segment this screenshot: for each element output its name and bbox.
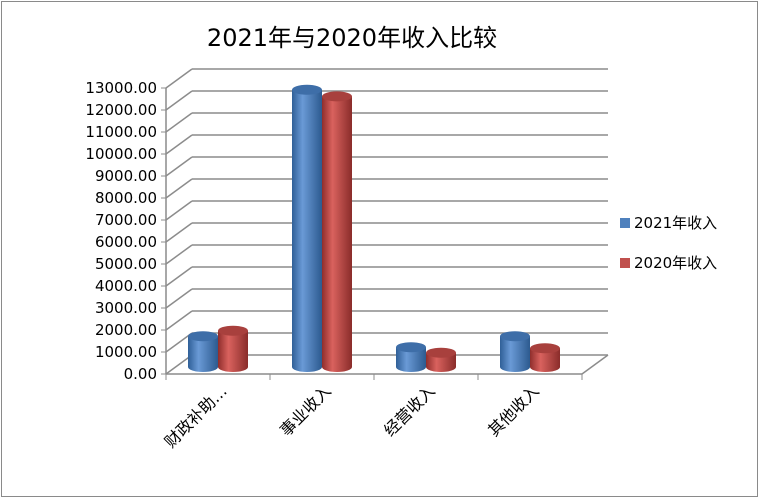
legend-swatch — [620, 218, 630, 228]
bar-top — [188, 331, 218, 342]
y-tick-label: 3000.00 — [95, 299, 157, 317]
bar — [500, 331, 530, 372]
bar — [322, 91, 352, 373]
y-tick-label: 4000.00 — [95, 277, 157, 295]
side-gridline — [165, 68, 193, 89]
legend-label: 2020年收入 — [634, 254, 717, 272]
bar-body — [292, 89, 322, 373]
y-tick-label: 7000.00 — [95, 211, 157, 229]
x-category-label: 财政补助… — [161, 381, 231, 451]
bar — [530, 343, 560, 372]
side-gridline — [165, 112, 193, 133]
bar-top — [396, 342, 426, 353]
bar-body — [188, 336, 218, 372]
y-tick-label: 10000.00 — [85, 145, 157, 163]
side-gridline — [165, 310, 193, 331]
bar-top — [218, 325, 248, 336]
chart-title: 2021年与2020年收入比较 — [207, 24, 497, 52]
bar-top — [292, 84, 322, 95]
side-gridline — [165, 156, 193, 177]
side-gridline — [165, 222, 193, 243]
bar-top — [500, 331, 530, 342]
y-tick-label: 1000.00 — [95, 343, 157, 361]
bar — [292, 84, 322, 373]
y-tick-label: 13000.00 — [85, 79, 157, 97]
y-tick-label: 12000.00 — [85, 101, 157, 119]
bar-top — [426, 347, 456, 358]
bar-body — [500, 336, 530, 372]
side-gridline — [165, 178, 193, 199]
bar — [426, 347, 456, 372]
bar-top — [530, 343, 560, 354]
x-category-label: 经营收入 — [380, 381, 439, 440]
y-tick-label: 11000.00 — [85, 123, 157, 141]
side-gridline — [165, 288, 193, 309]
y-tick-label: 6000.00 — [95, 233, 157, 251]
y-tick-label: 0.00 — [124, 365, 157, 383]
x-category-label: 事业收入 — [276, 381, 335, 440]
floor-edge — [581, 354, 609, 375]
y-tick-label: 8000.00 — [95, 189, 157, 207]
y-tick-label: 5000.00 — [95, 255, 157, 273]
bar-body — [322, 96, 352, 373]
bar — [396, 342, 426, 372]
x-category-label: 其他收入 — [484, 381, 543, 440]
bar-body — [530, 348, 560, 372]
legend-swatch — [620, 258, 630, 268]
bar-body — [396, 347, 426, 372]
side-gridline — [165, 134, 193, 155]
side-gridline — [165, 200, 193, 221]
legend-label: 2021年收入 — [634, 214, 717, 232]
side-gridline — [165, 244, 193, 265]
bar-body — [426, 352, 456, 372]
side-gridline — [165, 332, 193, 353]
bar-body — [218, 330, 248, 372]
bar — [188, 331, 218, 372]
side-gridline — [165, 354, 193, 375]
side-gridline — [165, 90, 193, 111]
y-tick-label: 9000.00 — [95, 167, 157, 185]
bar — [218, 325, 248, 372]
side-gridline — [165, 266, 193, 287]
y-tick-label: 2000.00 — [95, 321, 157, 339]
bar-top — [322, 91, 352, 102]
